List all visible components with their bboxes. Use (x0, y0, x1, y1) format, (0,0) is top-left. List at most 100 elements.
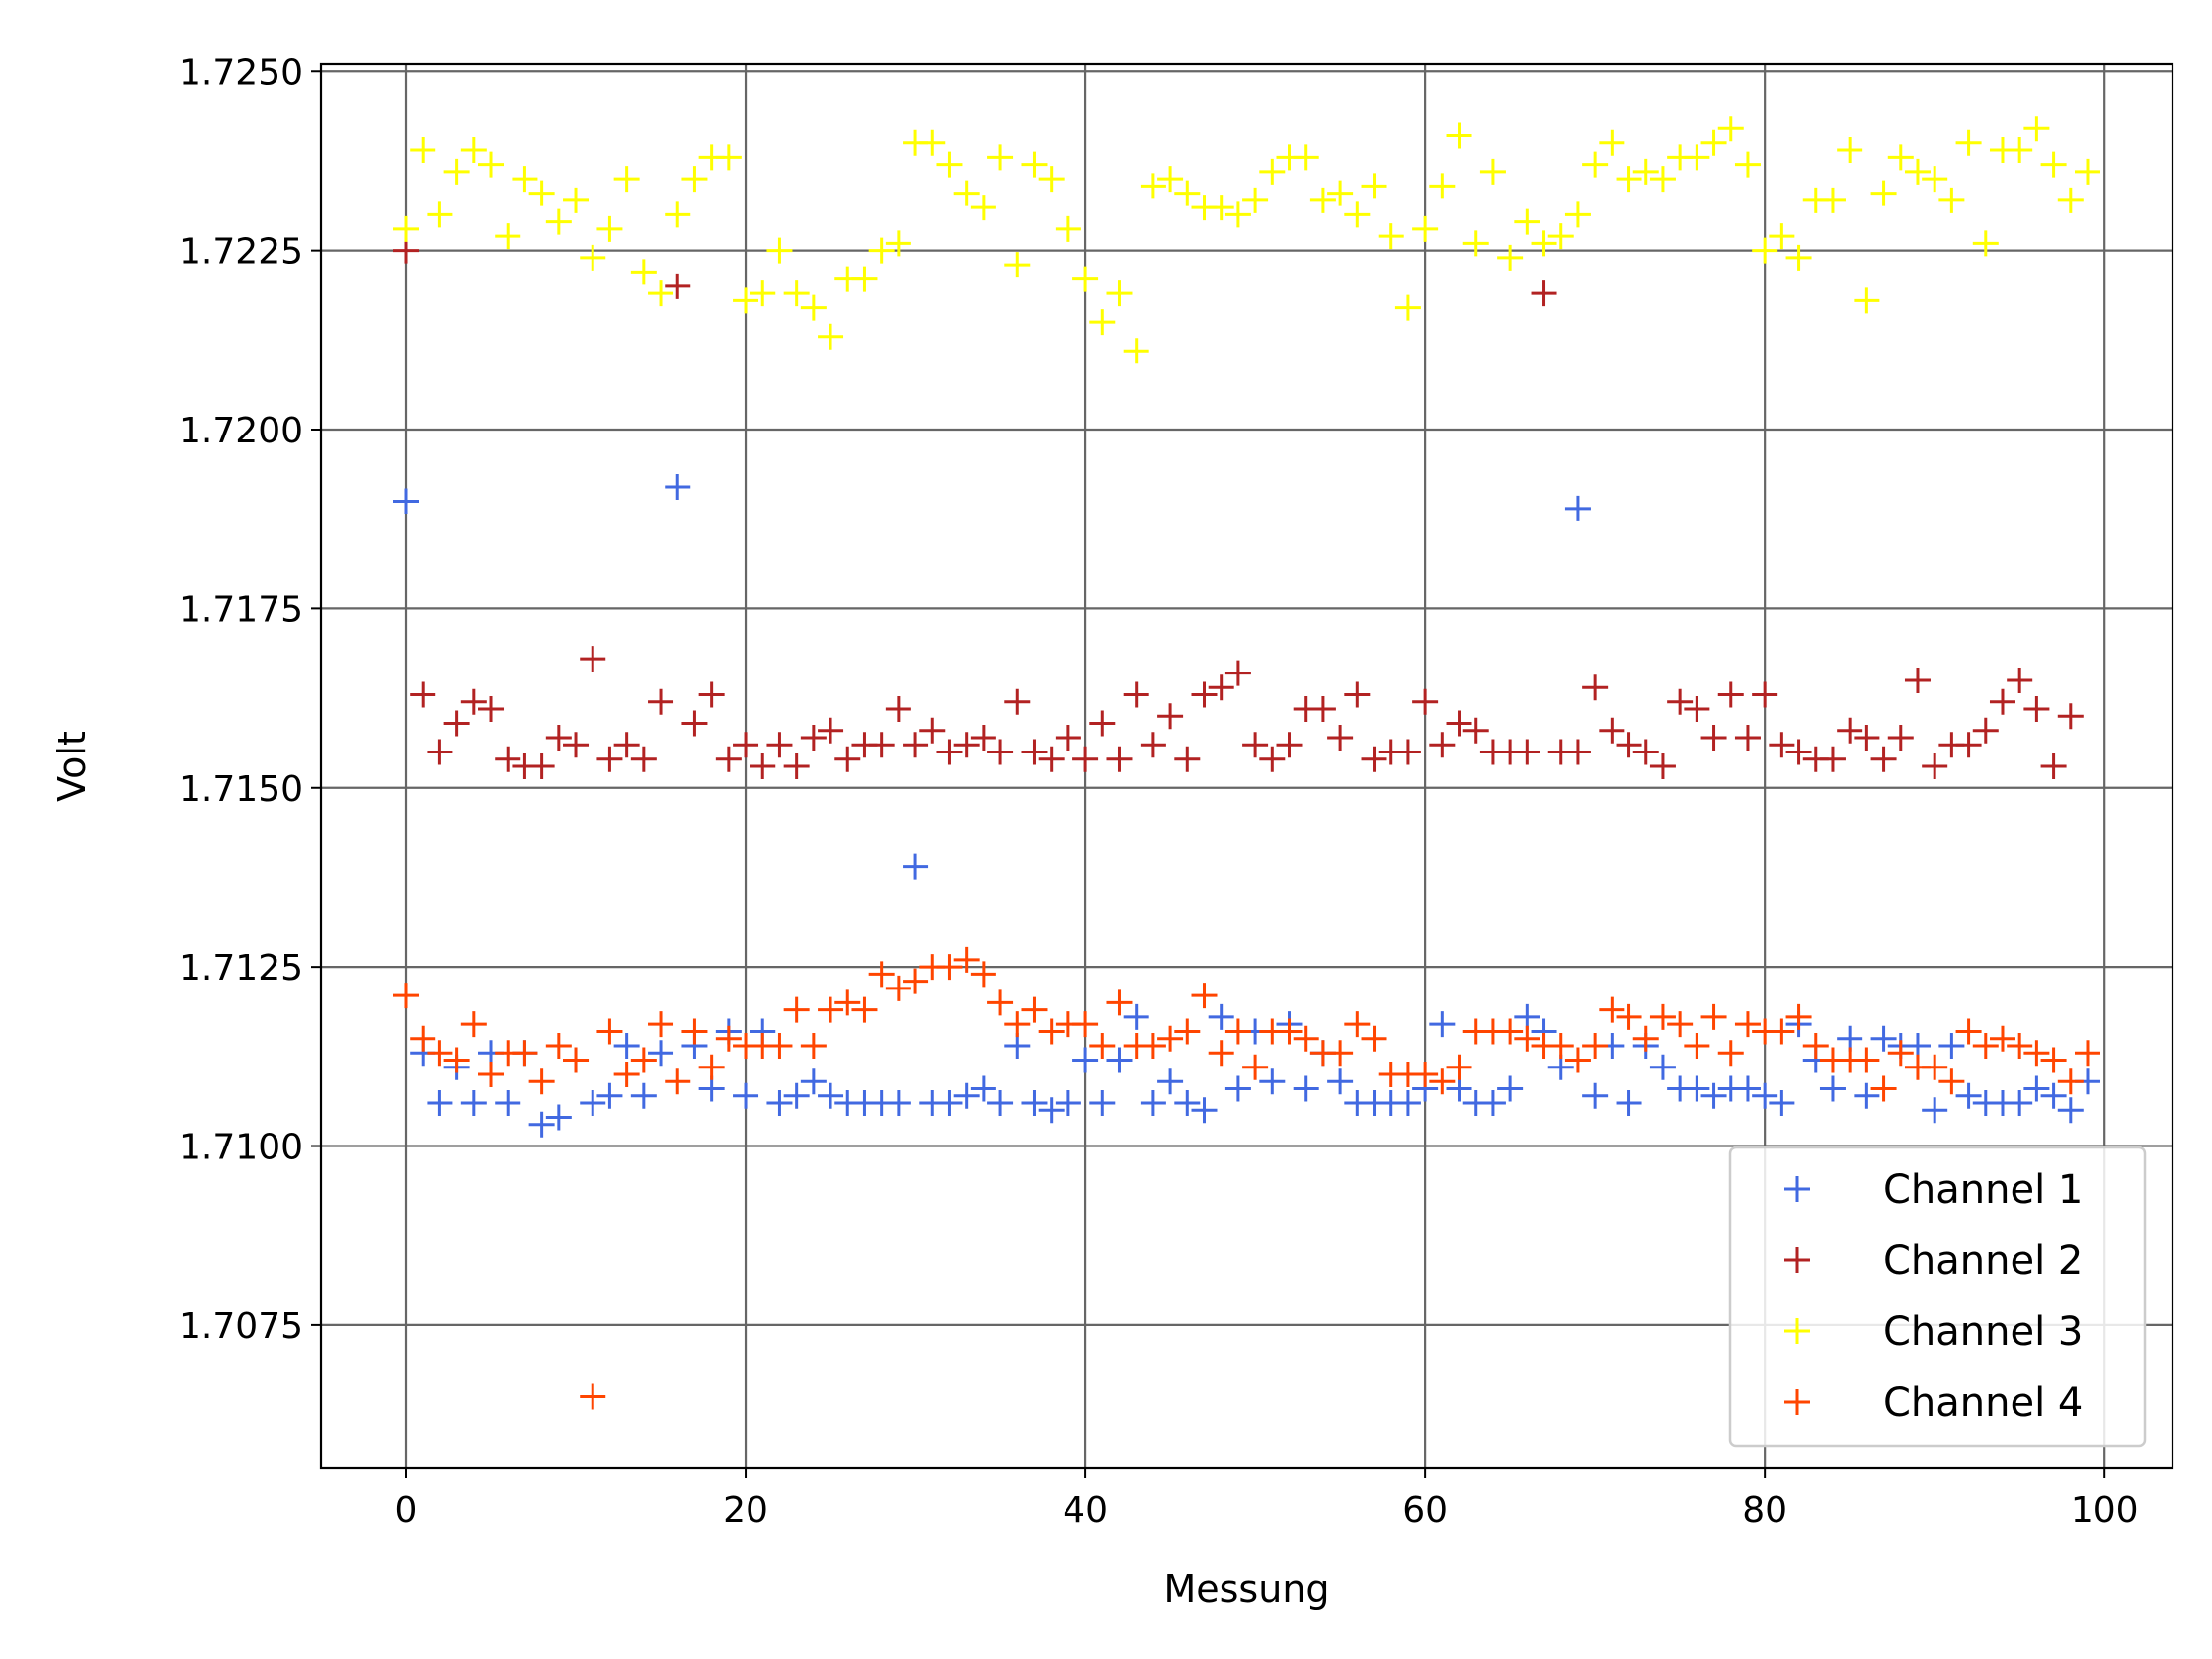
data-point (766, 1089, 793, 1116)
data-point (1462, 717, 1489, 744)
data-point (1955, 1018, 1982, 1045)
data-point (2057, 1097, 2084, 1124)
data-point (1208, 674, 1234, 701)
data-point (1769, 732, 1795, 758)
data-point (1632, 158, 1659, 185)
data-point (1887, 724, 1914, 750)
data-point (1259, 1068, 1286, 1095)
data-point (1038, 1018, 1065, 1045)
data-point (1752, 237, 1778, 264)
data-point (681, 166, 708, 193)
data-point (1479, 1089, 1506, 1116)
data-point (648, 1040, 674, 1066)
data-point (1089, 710, 1116, 737)
data-point (1344, 1011, 1371, 1038)
data-point (903, 732, 929, 758)
data-point (1242, 187, 1269, 213)
data-point (1564, 739, 1591, 765)
data-point (733, 1082, 759, 1109)
data-point (2057, 1068, 2084, 1095)
data-point (1632, 1025, 1659, 1052)
data-point (665, 273, 691, 299)
data-point (1446, 1054, 1472, 1080)
data-point (1769, 223, 1795, 250)
data-point (936, 151, 963, 178)
data-point (818, 717, 844, 744)
data-point (953, 1082, 980, 1109)
data-point (393, 488, 420, 514)
data-point (1123, 338, 1149, 364)
data-point (1938, 187, 1965, 213)
data-point (1922, 753, 1948, 779)
data-point (1514, 1003, 1540, 1030)
data-point (1021, 1089, 1048, 1116)
series-3 (393, 116, 2100, 364)
data-point (512, 166, 538, 193)
data-point (1462, 230, 1489, 257)
data-point (1191, 1097, 1218, 1124)
data-point (1089, 1089, 1116, 1116)
data-point (1140, 732, 1166, 758)
series-4 (393, 946, 2100, 1410)
data-point (1208, 1003, 1234, 1030)
data-point (648, 1011, 674, 1038)
data-point (665, 474, 691, 501)
data-point (953, 946, 980, 973)
data-point (427, 201, 453, 228)
data-point (1989, 1025, 2015, 1052)
legend-marker (1784, 1176, 1810, 1202)
data-point (1276, 732, 1303, 758)
data-point (1904, 158, 1931, 185)
data-point (1870, 180, 1897, 206)
data-point (1887, 144, 1914, 171)
data-point (427, 1089, 453, 1116)
legend-label: Channel 4 (1883, 1381, 2083, 1426)
data-point (1021, 739, 1048, 765)
legend-label: Channel 3 (1883, 1309, 2083, 1355)
x-tick-label: 0 (395, 1490, 418, 1531)
data-point (393, 215, 420, 242)
data-point (1599, 717, 1625, 744)
legend-marker (1784, 1389, 1810, 1415)
data-point (1854, 1082, 1880, 1109)
data-point (443, 710, 470, 737)
data-point (410, 681, 436, 708)
data-point (460, 1089, 487, 1116)
data-point (528, 753, 555, 779)
data-point (2007, 667, 2033, 693)
data-point (563, 187, 590, 213)
data-point (545, 724, 572, 750)
data-point (1887, 1040, 1914, 1066)
data-point (478, 151, 505, 178)
data-point (988, 1089, 1014, 1116)
data-point (545, 1032, 572, 1059)
data-point (1870, 746, 1897, 772)
data-point (495, 1089, 521, 1116)
data-point (1344, 201, 1371, 228)
y-axis-label: Volt (50, 731, 94, 802)
data-point (2057, 703, 2084, 730)
data-point (868, 732, 895, 758)
data-point (630, 259, 657, 285)
data-point (1819, 746, 1846, 772)
x-axis-label: Messung (1163, 1567, 1329, 1611)
data-point (443, 158, 470, 185)
data-point (1514, 208, 1540, 235)
data-point (563, 1047, 590, 1073)
data-point (1242, 1054, 1269, 1080)
data-point (868, 237, 895, 264)
data-point (1446, 122, 1472, 149)
data-point (1547, 1032, 1574, 1059)
data-point (1055, 724, 1081, 750)
data-point (2023, 116, 2050, 142)
data-point (1208, 1040, 1234, 1066)
data-point (1547, 1054, 1574, 1080)
data-point (512, 1040, 538, 1066)
data-point (1922, 1097, 1948, 1124)
data-point (868, 961, 895, 988)
data-point (1412, 215, 1439, 242)
data-point (1564, 201, 1591, 228)
data-point (1922, 166, 1948, 193)
data-point (596, 1082, 623, 1109)
plot-area (393, 116, 2100, 1410)
